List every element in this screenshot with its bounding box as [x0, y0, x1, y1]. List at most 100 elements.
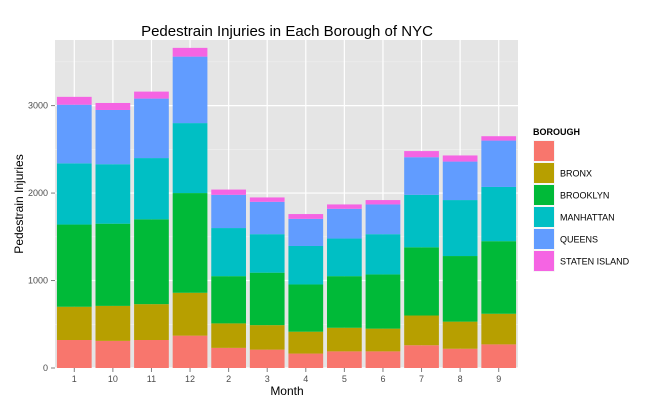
bar-segment	[365, 204, 401, 235]
bar-segment	[95, 340, 131, 368]
bar-segment	[249, 349, 285, 368]
bar-segment	[442, 161, 478, 201]
bar-segment	[134, 91, 169, 99]
bar-segment	[172, 292, 208, 336]
bar-segment	[327, 238, 362, 277]
bar-segment	[442, 321, 478, 349]
chart-title: Pedestrain Injuries in Each Borough of N…	[141, 23, 433, 40]
x-tick-label: 6	[380, 374, 385, 384]
x-axis-title: Month	[270, 384, 303, 398]
y-axis: 0 1000 2000 3000	[28, 101, 55, 373]
x-tick-label: 4	[303, 374, 308, 384]
plot-panel	[55, 40, 518, 368]
legend-key-swatch	[534, 207, 554, 227]
bar-segment	[249, 234, 285, 273]
bar-segment	[172, 47, 208, 57]
bar-segment	[95, 102, 131, 110]
legend-label: MANHATTAN	[560, 213, 615, 223]
bar-segment	[327, 327, 362, 352]
legend-title: BOROUGH	[533, 127, 580, 137]
bar-segment	[288, 214, 324, 219]
legend-key-swatch	[534, 229, 554, 249]
x-tick-label: 12	[185, 374, 195, 384]
bar-segment	[134, 158, 169, 220]
bar-segment	[327, 351, 362, 368]
legend-key-swatch	[534, 163, 554, 183]
legend: BOROUGH BRONX BROOKLYN MANHATTAN QUEENS STAT…	[532, 127, 630, 273]
bar-segment	[56, 340, 92, 368]
bar-segment	[404, 194, 439, 248]
bar-segment	[56, 104, 92, 164]
x-tick-label: 1	[72, 374, 77, 384]
bar-segment	[481, 186, 517, 242]
bar-segment	[211, 323, 246, 348]
y-tick-label: 0	[43, 363, 48, 373]
bar-segment	[56, 306, 92, 341]
bar-segment	[211, 276, 246, 324]
legend-label: QUEENS	[560, 235, 598, 245]
bar-segment	[249, 197, 285, 202]
bar-segment	[211, 189, 246, 195]
bar-segment	[95, 223, 131, 306]
bar-segment	[404, 151, 439, 158]
bar-segment	[442, 256, 478, 322]
bar-segment	[404, 315, 439, 346]
bar-segment	[95, 305, 131, 341]
bar-segment	[288, 284, 324, 332]
x-axis: 1 10 11 12 2 3 4 5 6 7 8 9	[72, 368, 501, 384]
bar-segment	[481, 140, 517, 187]
bar-segment	[288, 245, 324, 285]
bar-segment	[365, 200, 401, 205]
bar-segment	[56, 224, 92, 307]
legend-key-swatch	[534, 141, 554, 161]
legend-key-swatch	[534, 185, 554, 205]
legend-label: STATEN ISLAND	[560, 257, 630, 267]
bar-segment	[56, 96, 92, 105]
bar-segment	[365, 328, 401, 352]
bar-segment	[172, 123, 208, 194]
legend-label: BROOKLYN	[560, 191, 609, 201]
bar-segment	[327, 204, 362, 209]
x-tick-label: 2	[226, 374, 231, 384]
bar-segment	[481, 136, 517, 141]
bar-segment	[172, 335, 208, 368]
x-tick-label: 11	[147, 374, 156, 384]
bar-segment	[211, 194, 246, 229]
bar-segment	[404, 345, 439, 368]
x-tick-label: 8	[458, 374, 463, 384]
bars	[56, 47, 517, 368]
bar-segment	[95, 109, 131, 165]
bar-segment	[404, 247, 439, 316]
bar-segment	[365, 274, 401, 329]
bar-segment	[211, 228, 246, 277]
bar-segment	[249, 272, 285, 326]
x-tick-label: 9	[496, 374, 501, 384]
bar-segment	[442, 200, 478, 257]
bar-segment	[327, 208, 362, 239]
bar-segment	[249, 201, 285, 235]
x-tick-label: 5	[342, 374, 347, 384]
y-tick-label: 1000	[28, 276, 48, 286]
bar-segment	[365, 351, 401, 368]
x-tick-label: 7	[419, 374, 424, 384]
bar-segment	[134, 340, 169, 368]
bar-segment	[56, 163, 92, 225]
bar-segment	[172, 193, 208, 293]
bar-segment	[327, 276, 362, 328]
y-tick-label: 3000	[28, 101, 48, 111]
legend-label: BRONX	[560, 169, 592, 179]
bar-segment	[288, 353, 324, 368]
y-tick-label: 2000	[28, 188, 48, 198]
bar-segment	[442, 348, 478, 368]
bar-segment	[288, 218, 324, 246]
bar-segment	[365, 234, 401, 275]
bar-segment	[134, 304, 169, 341]
bar-segment	[95, 164, 131, 224]
bar-segment	[288, 331, 324, 354]
bar-segment	[481, 344, 517, 368]
bar-segment	[442, 155, 478, 162]
bar-segment	[481, 241, 517, 314]
bar-segment	[404, 157, 439, 195]
bar-segment	[211, 347, 246, 368]
